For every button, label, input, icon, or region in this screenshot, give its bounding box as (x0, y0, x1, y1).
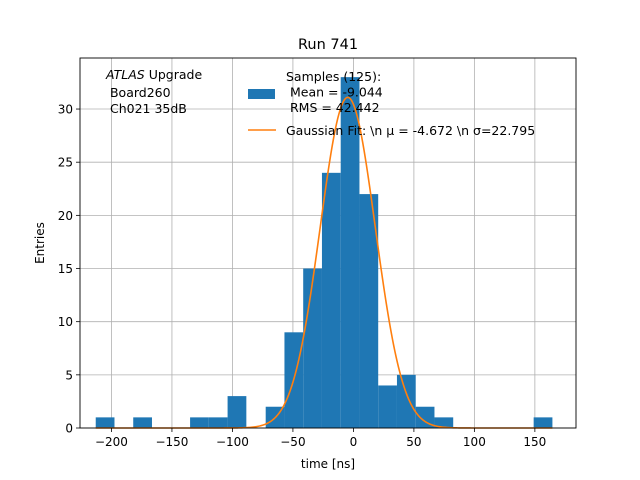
svg-text:ATLAS Upgrade: ATLAS Upgrade (105, 67, 202, 82)
histogram-bar (190, 417, 209, 428)
histogram-bar (133, 417, 152, 428)
legend-swatch-samples (248, 89, 275, 99)
x-tick-label: −200 (95, 435, 128, 449)
y-tick-label: 20 (58, 209, 73, 223)
legend: Samples (125): Mean = -9.044 RMS = 42.44… (248, 69, 535, 138)
x-tick-label: 50 (406, 435, 421, 449)
y-tick-label: 25 (58, 156, 73, 170)
x-tick-label: 150 (523, 435, 546, 449)
x-tick-label: −150 (155, 435, 188, 449)
histogram-bar (95, 417, 115, 428)
histogram-bar (434, 417, 454, 428)
y-tick-label: 15 (58, 262, 73, 276)
x-axis-label: time [ns] (301, 457, 355, 471)
x-tick-label: 0 (350, 435, 358, 449)
legend-samples-line: Samples (125): (286, 69, 381, 84)
histogram-bar (227, 396, 247, 428)
legend-samples-line: RMS = 42.442 (286, 100, 380, 115)
legend-label-fit: Gaussian Fit: \n μ = -4.672 \n σ=22.795 (286, 123, 535, 138)
histogram-bar (359, 194, 379, 428)
histogram-bar (396, 374, 416, 428)
histogram-bar (533, 417, 553, 428)
legend-label-samples: Samples (125): Mean = -9.044 RMS = 42.44… (286, 69, 383, 115)
histogram-bar (340, 77, 360, 428)
y-tick-label: 30 (58, 103, 73, 117)
upgrade-label: Upgrade (145, 67, 203, 82)
y-axis-ticks: 0 5 10 15 20 25 30 (58, 103, 80, 436)
x-tick-label: −50 (280, 435, 305, 449)
atlas-label: ATLAS (105, 67, 145, 82)
legend-samples-line: Mean = -9.044 (286, 85, 383, 100)
histogram-bar (415, 406, 435, 428)
histogram-bar (378, 385, 397, 428)
chart-title: Run 741 (298, 37, 358, 53)
y-axis-label: Entries (33, 222, 47, 264)
histogram-bar (208, 417, 228, 428)
atlas-annotation: ATLAS Upgrade Board260 Ch021 35dB (105, 67, 202, 116)
y-tick-label: 10 (58, 315, 73, 329)
y-tick-label: 5 (65, 368, 73, 382)
plot-frame (79, 57, 577, 429)
channel-label: Ch021 35dB (106, 101, 187, 116)
x-axis-ticks: −200 −150 −100 −50 0 50 100 150 (95, 428, 546, 449)
histogram-bar (303, 268, 322, 428)
histogram-bar (321, 172, 341, 428)
y-tick-label: 0 (65, 422, 73, 436)
x-tick-label: −100 (216, 435, 249, 449)
board-label: Board260 (106, 85, 171, 100)
x-tick-label: 100 (463, 435, 486, 449)
